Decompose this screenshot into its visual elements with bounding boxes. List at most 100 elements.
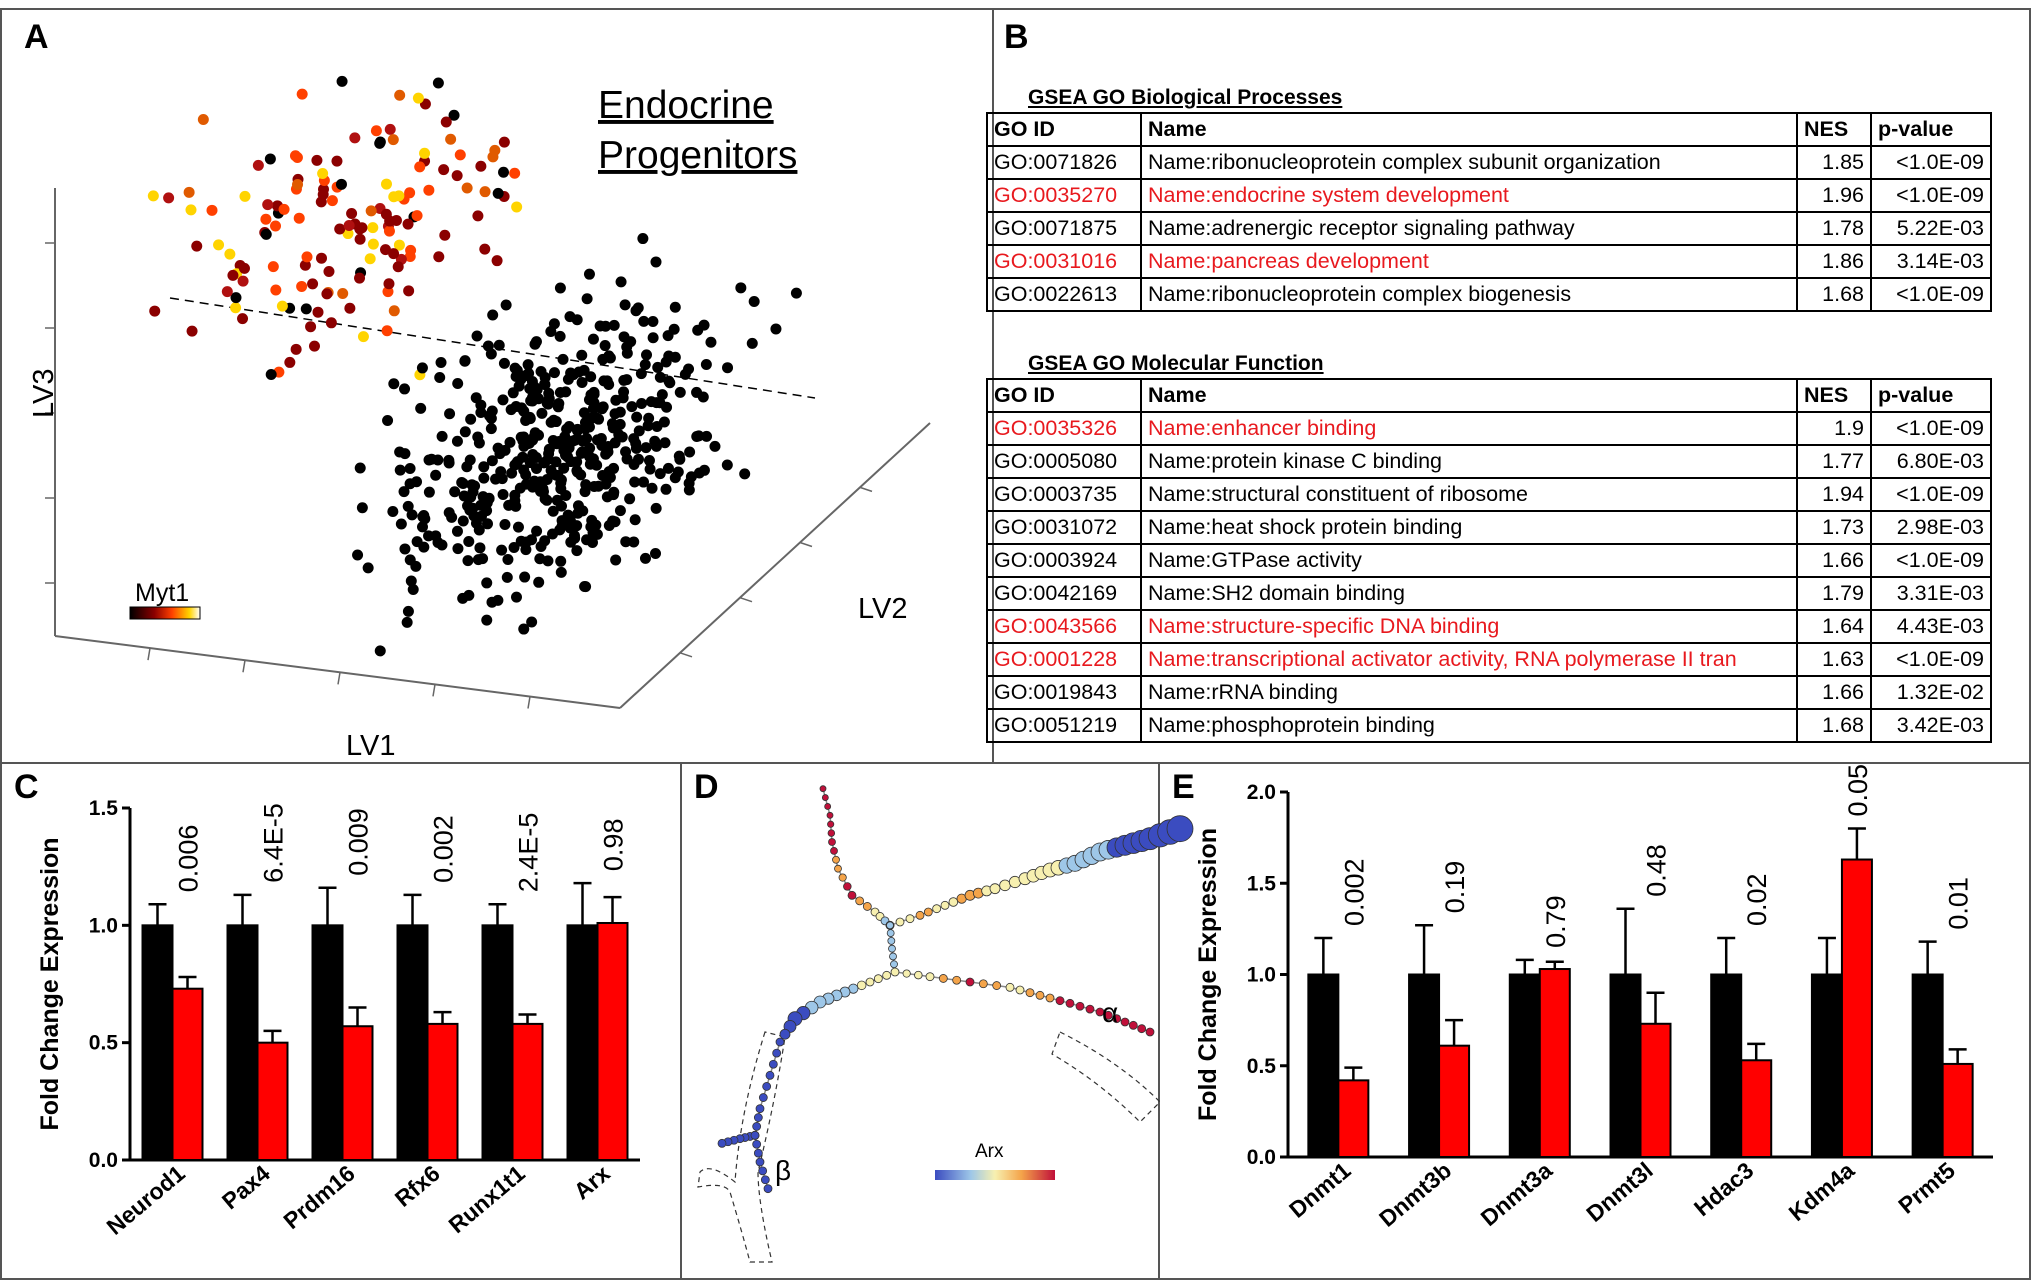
scatter-point bbox=[621, 374, 633, 386]
scatter-point bbox=[636, 398, 648, 410]
scatter-point bbox=[581, 293, 593, 305]
scatter-point bbox=[593, 413, 605, 425]
scatter-point bbox=[284, 356, 296, 368]
y-tick-label: 1.5 bbox=[1247, 872, 1277, 895]
tree-node bbox=[1025, 988, 1035, 998]
scatter-point bbox=[615, 276, 627, 288]
scatter-point bbox=[647, 315, 659, 327]
scatter-point bbox=[499, 444, 511, 456]
tree-node bbox=[923, 907, 933, 917]
scatter-point bbox=[638, 315, 650, 327]
axis-tick bbox=[337, 672, 341, 685]
scatter-point bbox=[631, 411, 643, 423]
scatter-point bbox=[609, 437, 621, 449]
bar bbox=[311, 924, 344, 1161]
scatter-point bbox=[629, 476, 641, 488]
scatter-point bbox=[656, 389, 668, 401]
scatter-point bbox=[344, 302, 356, 314]
scatter-point bbox=[388, 248, 400, 260]
scatter-point bbox=[705, 336, 717, 348]
scatter-point bbox=[387, 134, 399, 146]
bar bbox=[426, 1022, 459, 1162]
scatter-point bbox=[571, 425, 583, 437]
table-row: GO:0035270 Name:endocrine system developm… bbox=[986, 178, 1992, 213]
scatter-point bbox=[548, 414, 560, 426]
p-value-label: 0.002 bbox=[1339, 858, 1369, 926]
tree-node bbox=[760, 1175, 770, 1185]
scatter-point bbox=[547, 528, 559, 540]
tree-node bbox=[755, 1157, 765, 1167]
p-value-cell: <1.0E-09 bbox=[1870, 477, 1992, 512]
scatter-point bbox=[610, 394, 622, 406]
go-id-cell: GO:0035270 bbox=[986, 178, 1142, 213]
scatter-point bbox=[654, 468, 666, 480]
scatter-point bbox=[692, 324, 704, 336]
scatter-point bbox=[470, 392, 482, 404]
scatter-point bbox=[600, 320, 612, 332]
scatter-point bbox=[709, 440, 721, 452]
x-category-label: Dnmt3a bbox=[1476, 1157, 1557, 1231]
scatter-point bbox=[448, 109, 460, 121]
scatter-point bbox=[501, 571, 513, 583]
colorbar-label-arx: Arx bbox=[975, 1141, 1004, 1162]
scatter-point bbox=[308, 340, 320, 352]
y-tick-label: 0.5 bbox=[1247, 1055, 1277, 1078]
bar bbox=[1438, 1044, 1471, 1158]
scatter-point bbox=[365, 205, 377, 217]
scatter-point bbox=[620, 536, 632, 548]
axis-tick bbox=[242, 660, 246, 673]
scatter-point bbox=[485, 348, 497, 360]
tree-node bbox=[999, 879, 1011, 892]
scatter-point bbox=[478, 461, 490, 473]
scatter-point bbox=[626, 401, 638, 413]
bar bbox=[1609, 973, 1642, 1158]
go-id-cell: GO:0019843 bbox=[986, 675, 1142, 710]
p-value-cell: 6.80E-03 bbox=[1870, 444, 1992, 479]
p-value-cell: 5.22E-03 bbox=[1870, 211, 1992, 246]
scatter-point bbox=[440, 116, 452, 128]
scatter-point bbox=[415, 402, 427, 414]
bar bbox=[256, 1041, 289, 1161]
scatter-point bbox=[394, 464, 406, 476]
axis-tick bbox=[432, 684, 436, 697]
scatter-point bbox=[402, 605, 414, 617]
go-id-cell: GO:0031016 bbox=[986, 244, 1142, 279]
scatter-point bbox=[423, 486, 435, 498]
x-category-label: Dnmt3l bbox=[1581, 1157, 1657, 1227]
y-tick-label: 0.5 bbox=[89, 1032, 119, 1055]
nes-cell: 1.68 bbox=[1796, 277, 1872, 312]
tree-node bbox=[855, 896, 865, 906]
scatter-point bbox=[529, 427, 541, 439]
scatter-point bbox=[292, 178, 304, 190]
scatter-point bbox=[645, 396, 657, 408]
scatter-point bbox=[596, 403, 608, 415]
scatter-point bbox=[459, 426, 471, 438]
scatter-point bbox=[436, 430, 448, 442]
go-name-cell: Name:ribonucleoprotein complex subunit o… bbox=[1140, 145, 1798, 180]
scatter-point bbox=[621, 347, 633, 359]
scatter-point bbox=[649, 435, 661, 447]
scatter-point bbox=[444, 408, 456, 420]
go-name-cell: Name:protein kinase C binding bbox=[1140, 444, 1798, 479]
bar bbox=[1840, 858, 1873, 1159]
go-name-cell: Name:adrenergic receptor signaling pathw… bbox=[1140, 211, 1798, 246]
tree-node bbox=[1120, 1017, 1130, 1027]
scatter-point bbox=[478, 472, 490, 484]
scatter-point bbox=[554, 330, 566, 342]
scatter-point bbox=[673, 450, 685, 462]
go-id-cell: GO:0042169 bbox=[986, 576, 1142, 611]
scatter-point bbox=[581, 534, 593, 546]
table-row: GO:0031016 Name:pancreas development 1.86 3… bbox=[986, 244, 1992, 279]
panel-letter-e: E bbox=[1172, 768, 1195, 806]
scatter-point bbox=[513, 380, 525, 392]
tree-node bbox=[832, 855, 840, 864]
scatter-point bbox=[530, 451, 542, 463]
scatter-point bbox=[430, 469, 442, 481]
scatter-point bbox=[410, 560, 422, 572]
scatter-point bbox=[632, 302, 644, 314]
scatter-point bbox=[423, 454, 435, 466]
scatter-point bbox=[464, 504, 476, 516]
scatter-point bbox=[584, 458, 596, 470]
y-tick-label: 1.5 bbox=[89, 797, 119, 820]
scatter-point bbox=[315, 252, 327, 264]
